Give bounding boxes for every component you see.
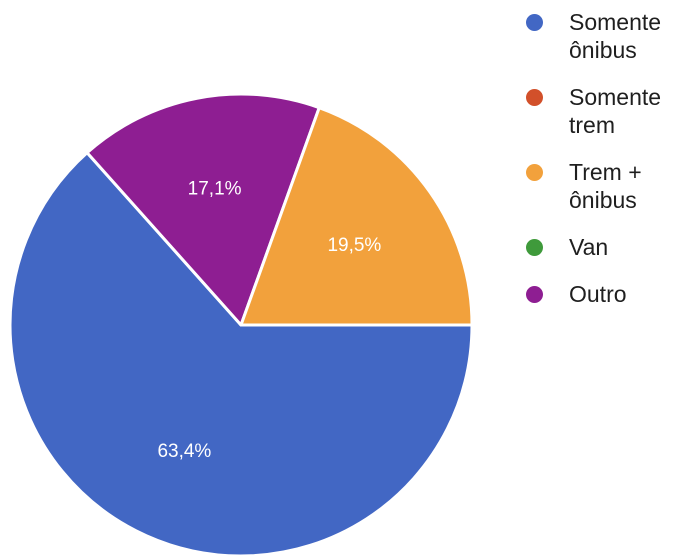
chart-legend: Somente ônibus Somente trem Trem + ônibus V… xyxy=(526,8,686,327)
legend-swatch-icon xyxy=(526,164,543,181)
pie-slice-trem-ônibus xyxy=(239,106,474,327)
legend-label: Trem + ônibus xyxy=(569,159,642,213)
legend-swatch-icon xyxy=(526,286,543,303)
legend-label: Van xyxy=(569,234,609,260)
legend-label: Somente ônibus xyxy=(569,9,662,63)
slice-value-label: 63,4% xyxy=(157,441,211,462)
legend-item[interactable]: Outro xyxy=(526,280,686,308)
legend-label: Somente trem xyxy=(569,84,662,138)
legend-item[interactable]: Van xyxy=(526,233,686,261)
pie-slice-somente-ônibus xyxy=(8,151,474,555)
slice-value-label: 17,1% xyxy=(188,178,242,199)
legend-swatch-icon xyxy=(526,239,543,256)
slice-value-label: 19,5% xyxy=(327,235,381,256)
legend-swatch-icon xyxy=(526,89,543,106)
legend-item[interactable]: Somente ônibus xyxy=(526,8,686,64)
legend-item[interactable]: Somente trem xyxy=(526,83,686,139)
legend-item[interactable]: Trem + ônibus xyxy=(526,158,686,214)
legend-swatch-icon xyxy=(526,14,543,31)
legend-label: Outro xyxy=(569,281,627,307)
